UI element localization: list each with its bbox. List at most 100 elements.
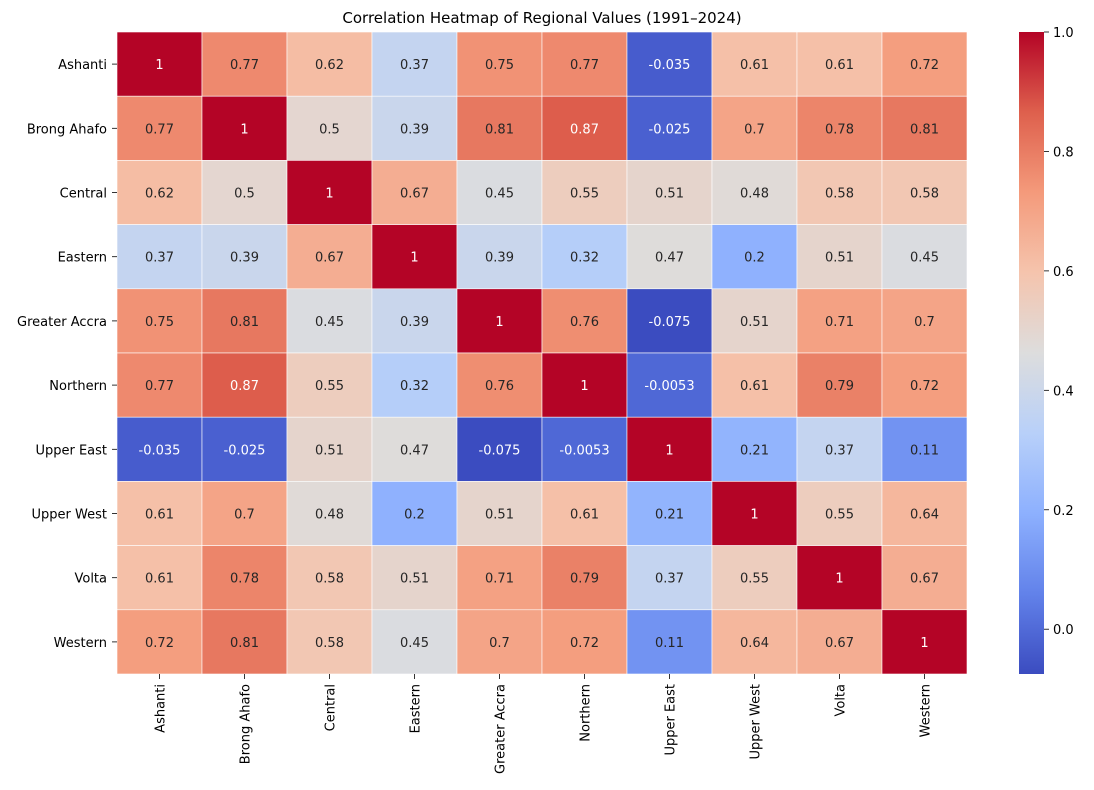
cell-value-label: 0.51: [825, 251, 854, 266]
cell-value-label: 0.11: [910, 443, 939, 458]
heatmap-cell: [371, 609, 458, 675]
cell-value-label: 0.72: [145, 636, 174, 651]
heatmap-cell: [371, 31, 458, 97]
column-label: Northern: [579, 684, 594, 742]
row-label: Upper East: [35, 443, 107, 458]
heatmap-cell: [541, 481, 628, 546]
cell-value-label: 0.62: [315, 58, 344, 73]
heatmap-cell: [711, 545, 798, 611]
heatmap-cell: [201, 31, 288, 97]
row-label: Northern: [49, 379, 107, 394]
cell-value-label: 1: [240, 122, 248, 137]
cell-value-label: 0.55: [570, 187, 599, 202]
heatmap-cell: [711, 481, 798, 546]
heatmap-cell: [881, 31, 968, 97]
cell-value-label: 0.75: [145, 315, 174, 330]
cell-value-label: 0.37: [655, 572, 684, 587]
cell-value-label: 0.7: [234, 508, 255, 523]
cell-value-label: 0.61: [740, 58, 769, 73]
cell-value-label: 0.45: [315, 315, 344, 330]
heatmap-cell: [286, 545, 373, 611]
row-label: Eastern: [58, 251, 107, 266]
cell-value-label: 0.67: [825, 636, 854, 651]
heatmap-cell: [881, 545, 968, 611]
heatmap-cell: [626, 95, 713, 161]
column-label: Ashanti: [154, 684, 169, 733]
cell-value-label: 0.78: [230, 572, 259, 587]
heatmap-cell: [711, 224, 798, 290]
cell-value-label: 0.39: [485, 251, 514, 266]
heatmap-cell: [116, 416, 203, 482]
cell-value-label: -0.025: [649, 122, 691, 137]
cell-value-label: 0.64: [910, 508, 939, 523]
colorbar-tick-label: 0.0: [1053, 623, 1074, 638]
heatmap-cell: [796, 352, 883, 418]
column-label: Volta: [834, 684, 849, 717]
heatmap-cell: [371, 545, 458, 611]
cell-value-label: 0.47: [655, 251, 684, 266]
heatmap-cell: [116, 352, 203, 418]
cell-value-label: 1: [665, 443, 673, 458]
heatmap-cell: [456, 545, 543, 611]
heatmap-cell: [456, 31, 543, 97]
heatmap-cell: [456, 95, 543, 161]
heatmap-cell: [456, 352, 543, 418]
heatmap-cell: [116, 481, 203, 546]
heatmap-cell: [201, 95, 288, 161]
heatmap-cell: [456, 224, 543, 290]
cell-value-label: -0.035: [649, 58, 691, 73]
cell-value-label: 0.48: [315, 508, 344, 523]
heatmap-cell: [796, 481, 883, 546]
cell-value-label: 0.62: [145, 187, 174, 202]
cell-value-label: 0.51: [315, 443, 344, 458]
heatmap-cell: [286, 31, 373, 97]
heatmap-cell: [626, 160, 713, 225]
heatmap-cell: [711, 416, 798, 482]
column-label: Central: [324, 684, 339, 731]
cell-value-label: -0.0053: [644, 379, 694, 394]
cell-value-label: 0.72: [570, 636, 599, 651]
cell-value-label: 1: [835, 572, 843, 587]
cell-value-label: 0.61: [740, 379, 769, 394]
colorbar-tick-label: 0.6: [1053, 265, 1074, 280]
cell-value-label: 1: [920, 636, 928, 651]
heatmap-cell: [881, 95, 968, 161]
cell-value-label: 0.7: [914, 315, 935, 330]
row-label: Central: [60, 187, 107, 202]
heatmap-cell: [286, 481, 373, 546]
heatmap-cell: [201, 288, 288, 354]
heatmap-cell: [796, 288, 883, 354]
cell-value-label: 0.64: [740, 636, 769, 651]
heatmap-cell: [626, 288, 713, 354]
heatmap-cell: [711, 31, 798, 97]
heatmap-cell: [796, 95, 883, 161]
heatmap-cell: [796, 545, 883, 611]
colorbar-tick-label: 0.8: [1053, 145, 1074, 160]
heatmap-cell: [711, 160, 798, 225]
cell-value-label: 0.58: [315, 636, 344, 651]
cell-value-label: 0.76: [570, 315, 599, 330]
cell-value-label: 0.78: [825, 122, 854, 137]
cell-value-label: 0.77: [145, 379, 174, 394]
colorbar: [1019, 32, 1044, 674]
heatmap-cell: [116, 31, 203, 97]
colorbar-tick-label: 0.4: [1053, 384, 1074, 399]
cell-value-label: 0.7: [744, 122, 765, 137]
cell-value-label: -0.075: [479, 443, 521, 458]
heatmap-cell: [626, 545, 713, 611]
cell-value-label: 0.37: [400, 58, 429, 73]
heatmap-cell: [711, 95, 798, 161]
heatmap-cell: [881, 481, 968, 546]
cell-value-label: 0.77: [145, 122, 174, 137]
cell-value-label: 0.2: [404, 508, 425, 523]
cell-value-label: 0.58: [825, 187, 854, 202]
heatmap-cell: [711, 288, 798, 354]
column-label: Greater Accra: [494, 684, 509, 774]
heatmap-cell: [116, 160, 203, 225]
heatmap-cell: [881, 288, 968, 354]
cell-value-label: 0.37: [145, 251, 174, 266]
heatmap-cell: [201, 481, 288, 546]
cell-value-label: 0.81: [485, 122, 514, 137]
cell-value-label: 0.5: [319, 122, 340, 137]
